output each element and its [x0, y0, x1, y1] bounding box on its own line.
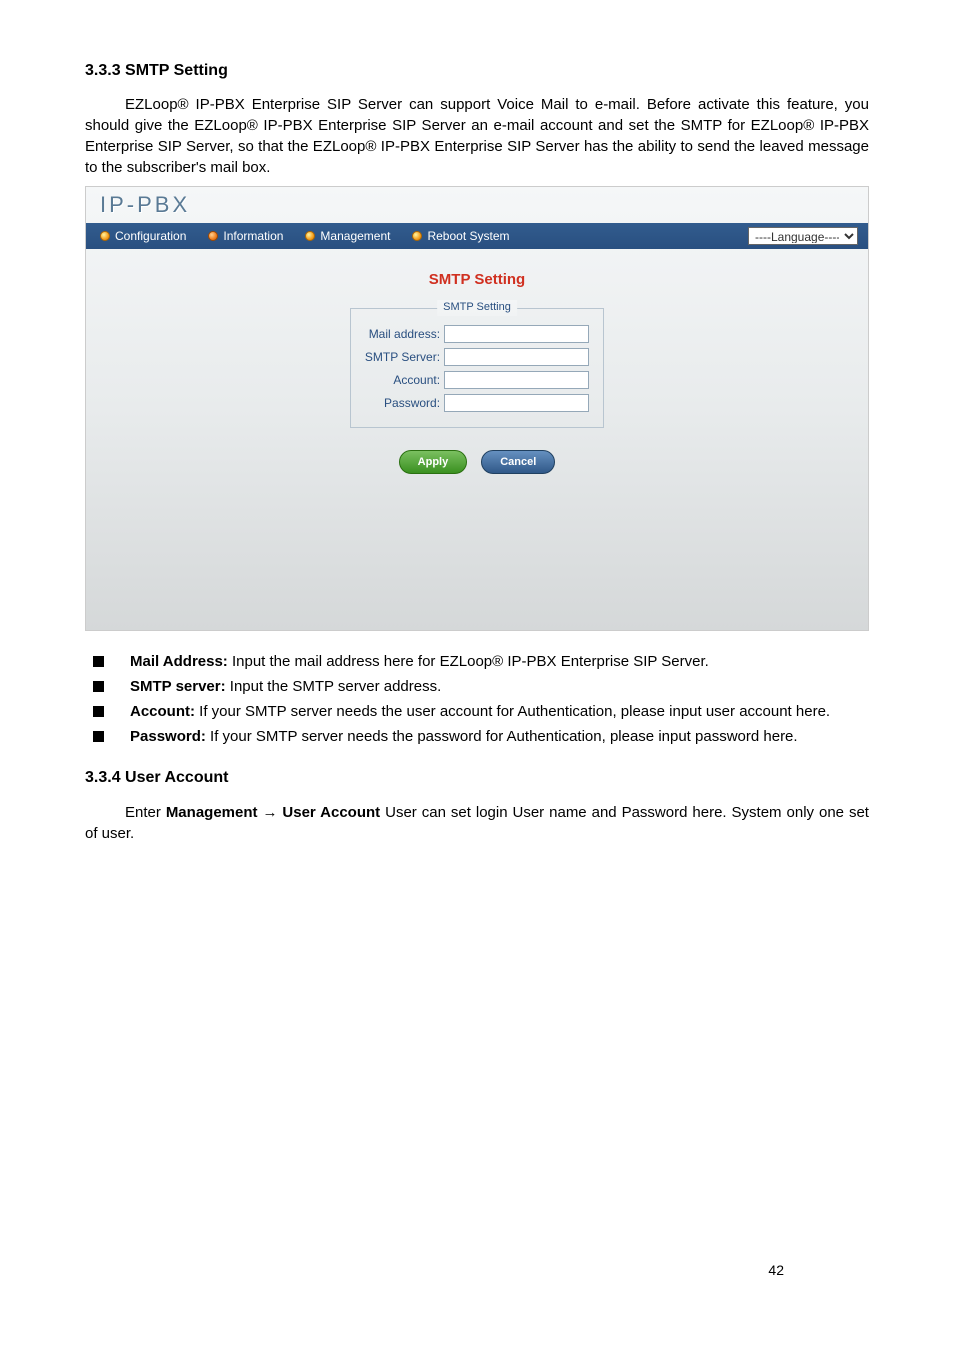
nav-label: Reboot System — [427, 228, 509, 245]
bullet-text: Mail Address: Input the mail address her… — [130, 651, 869, 672]
section-heading-334: 3.3.4 User Account — [85, 767, 869, 789]
nav-label: Configuration — [115, 228, 186, 245]
account-input[interactable] — [444, 371, 589, 389]
bullet-icon — [100, 231, 110, 241]
list-item: SMTP server: Input the SMTP server addre… — [93, 676, 869, 697]
bullet-icon — [412, 231, 422, 241]
apply-button[interactable]: Apply — [399, 450, 468, 474]
content-area: SMTP Setting SMTP Setting Mail address: … — [86, 249, 868, 474]
row-mail-address: Mail address: — [365, 325, 589, 343]
section-heading-333: 3.3.3 SMTP Setting — [85, 60, 869, 82]
bullet-text: SMTP server: Input the SMTP server addre… — [130, 676, 869, 697]
app-logo: IP-PBX — [100, 190, 190, 221]
row-smtp-server: SMTP Server: — [365, 348, 589, 366]
row-account: Account: — [365, 371, 589, 389]
list-item: Password: If your SMTP server needs the … — [93, 726, 869, 747]
bullet-list: Mail Address: Input the mail address her… — [85, 651, 869, 747]
app-window: IP-PBX Configuration Information Managem… — [85, 186, 869, 631]
smtp-server-label: SMTP Server: — [365, 349, 444, 366]
square-bullet-icon — [93, 706, 104, 717]
smtp-server-input[interactable] — [444, 348, 589, 366]
language-select[interactable]: ----Language---- — [748, 227, 858, 245]
section-334-paragraph: Enter Management → User Account User can… — [85, 802, 869, 844]
bullet-icon — [208, 231, 218, 241]
logo-bar: IP-PBX — [86, 187, 868, 223]
nav-reboot-system[interactable]: Reboot System — [408, 228, 527, 245]
square-bullet-icon — [93, 656, 104, 667]
nav-bar: Configuration Information Management Reb… — [86, 223, 868, 249]
list-item: Mail Address: Input the mail address her… — [93, 651, 869, 672]
square-bullet-icon — [93, 731, 104, 742]
mail-address-label: Mail address: — [369, 326, 444, 343]
page-number: 42 — [768, 1261, 784, 1281]
nav-information[interactable]: Information — [204, 228, 301, 245]
bullet-text: Password: If your SMTP server needs the … — [130, 726, 869, 747]
nav-label: Information — [223, 228, 283, 245]
bullet-icon — [305, 231, 315, 241]
account-label: Account: — [393, 372, 444, 389]
section-333-paragraph: EZLoop® IP-PBX Enterprise SIP Server can… — [85, 94, 869, 178]
nav-management[interactable]: Management — [301, 228, 408, 245]
nav-configuration[interactable]: Configuration — [96, 228, 204, 245]
cancel-button[interactable]: Cancel — [481, 450, 555, 474]
panel-title: SMTP Setting — [86, 269, 868, 290]
mail-address-input[interactable] — [444, 325, 589, 343]
fieldset-legend: SMTP Setting — [437, 300, 517, 315]
password-label: Password: — [384, 395, 444, 412]
button-row: Apply Cancel — [86, 450, 868, 474]
bullet-text: Account: If your SMTP server needs the u… — [130, 701, 869, 722]
square-bullet-icon — [93, 681, 104, 692]
password-input[interactable] — [444, 394, 589, 412]
smtp-fieldset: SMTP Setting Mail address: SMTP Server: … — [350, 308, 604, 428]
list-item: Account: If your SMTP server needs the u… — [93, 701, 869, 722]
row-password: Password: — [365, 394, 589, 412]
nav-label: Management — [320, 228, 390, 245]
